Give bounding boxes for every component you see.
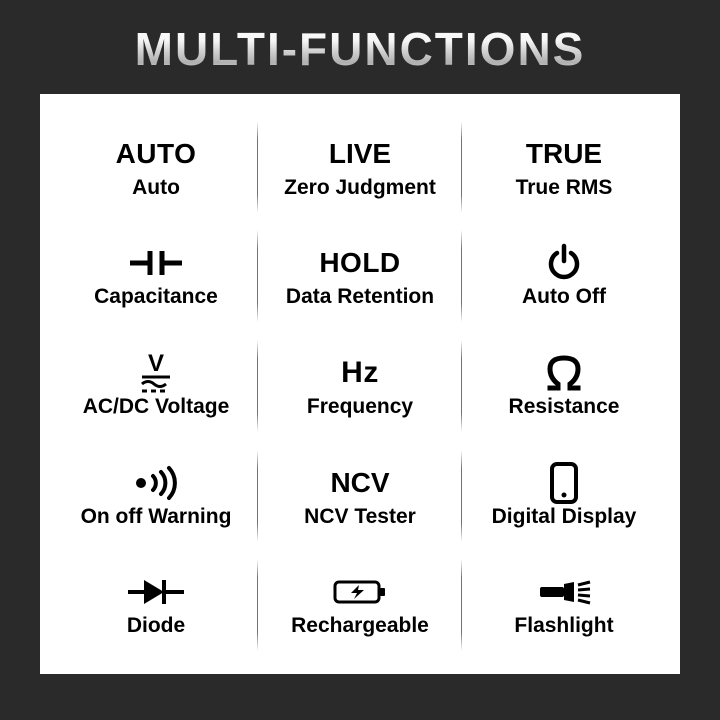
cell-rechargeable: Rechargeable (258, 550, 462, 660)
functions-panel: AUTO Auto LIVE Zero Judgment TRUE True R… (40, 94, 680, 674)
cell-voltage: V AC/DC Voltage (54, 331, 258, 441)
cell-label: Auto Off (522, 285, 606, 309)
cell-resistance: Resistance (462, 331, 666, 441)
page-title: MULTI-FUNCTIONS (135, 22, 586, 76)
cell-flashlight: Flashlight (462, 550, 666, 660)
cell-label: AC/DC Voltage (83, 395, 230, 419)
hold-icon: HOLD (319, 243, 400, 283)
cell-display: Digital Display (462, 441, 666, 551)
cell-label: Flashlight (514, 614, 613, 638)
functions-grid: AUTO Auto LIVE Zero Judgment TRUE True R… (54, 112, 666, 660)
cell-continuity: On off Warning (54, 441, 258, 551)
cell-hold: HOLD Data Retention (258, 222, 462, 332)
symbol-text: TRUE (526, 138, 602, 170)
cell-label: Diode (127, 614, 185, 638)
cell-label: Frequency (307, 395, 413, 419)
power-icon (544, 243, 584, 283)
cell-label: Zero Judgment (284, 176, 436, 200)
cell-autooff: Auto Off (462, 222, 666, 332)
cell-capacitance: Capacitance (54, 222, 258, 332)
cell-frequency: Hz Frequency (258, 331, 462, 441)
flashlight-icon (534, 572, 594, 612)
capacitor-icon (126, 243, 186, 283)
continuity-icon (127, 463, 185, 503)
hz-icon: Hz (341, 353, 379, 393)
cell-ncv: NCV NCV Tester (258, 441, 462, 551)
live-icon: LIVE (329, 134, 391, 174)
cell-label: Digital Display (492, 505, 637, 529)
phone-icon (548, 463, 580, 503)
cell-label: Resistance (509, 395, 620, 419)
symbol-text: LIVE (329, 138, 391, 170)
cell-label: Capacitance (94, 285, 218, 309)
cell-label: NCV Tester (304, 505, 416, 529)
cell-auto: AUTO Auto (54, 112, 258, 222)
cell-label: Auto (132, 176, 180, 200)
cell-true: TRUE True RMS (462, 112, 666, 222)
cell-label: True RMS (516, 176, 613, 200)
acdc-icon: V (132, 353, 180, 393)
cell-label: Data Retention (286, 285, 434, 309)
cell-live: LIVE Zero Judgment (258, 112, 462, 222)
auto-icon: AUTO (116, 134, 197, 174)
true-icon: TRUE (526, 134, 602, 174)
diode-icon (126, 572, 186, 612)
omega-icon (544, 353, 584, 393)
ncv-icon: NCV (330, 463, 389, 503)
symbol-text: AUTO (116, 138, 197, 170)
battery-icon (332, 572, 388, 612)
cell-diode: Diode (54, 550, 258, 660)
cell-label: On off Warning (81, 505, 232, 529)
symbol-text: NCV (330, 467, 389, 499)
symbol-text: HOLD (319, 247, 400, 279)
cell-label: Rechargeable (291, 614, 429, 638)
svg-text:V: V (148, 351, 164, 377)
symbol-text: Hz (341, 356, 379, 390)
